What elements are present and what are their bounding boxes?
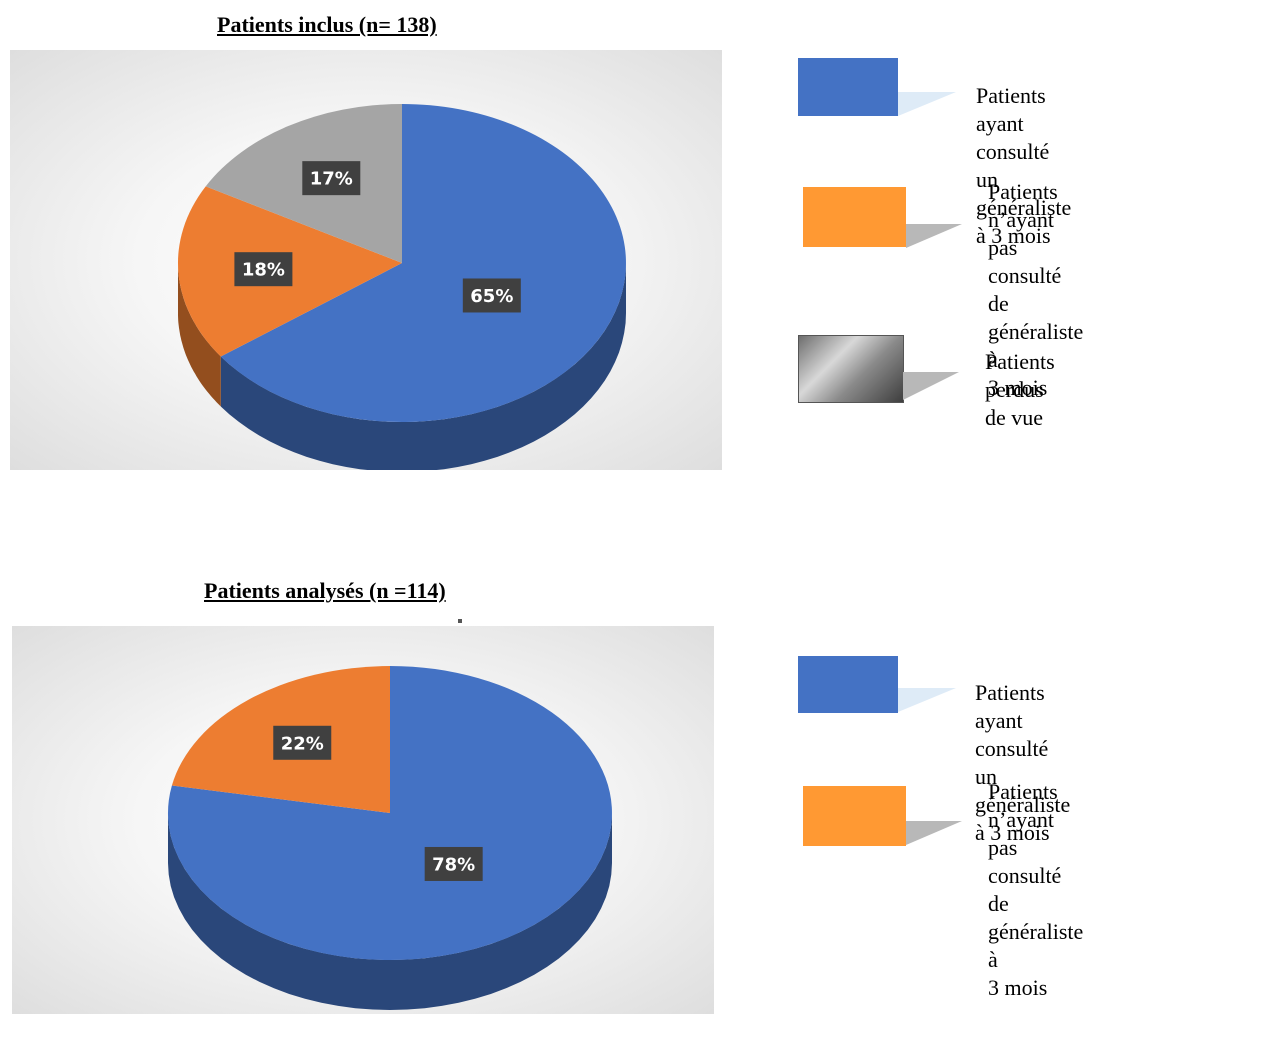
data-label-box [273,725,332,760]
data-label-box [462,278,521,313]
pie-side-2 [178,263,221,407]
legend-swatch-blue [798,58,898,116]
pie-slice-1 [167,666,612,960]
pie-slice-1 [220,104,626,422]
chart-2-plot-area: 78% 22% [12,626,714,1014]
legend-swatch-orange [803,187,906,247]
legend-label: Patients n’ayant pas consulté de général… [988,779,1084,1000]
data-label: 22% [281,733,324,754]
data-label: 78% [432,854,475,875]
pie-side-1 [168,813,612,1010]
chart-1-title: Patients inclus (n= 138) [217,12,437,37]
stray-mark [458,619,462,623]
chart-1-plot-area: 65% 18% 17% [10,50,722,470]
legend-pointer [898,92,956,116]
data-label-box [234,252,293,287]
data-label: 65% [470,286,513,307]
legend-pointer [903,372,959,400]
chart-2-title: Patients analysés (n =114) [204,578,446,603]
legend-swatch-orange [803,786,906,846]
legend-pointer [906,821,962,845]
data-label-box [424,846,483,881]
data-label: 17% [310,169,353,190]
pie-side-1 [220,263,626,470]
legend-label: Patients n’ayant pas consulté de général… [988,179,1084,400]
legend-label: Patients ayant consulté un généraliste à… [975,680,1071,845]
legend-label: Patients ayant consulté un généraliste à… [976,83,1072,248]
data-label: 18% [242,260,285,281]
legend-pointer [898,688,956,712]
legend-swatch-gray [798,335,904,403]
chart-2-pie: 78% 22% [167,666,612,1010]
legend-pointer [906,224,962,248]
data-label-box [302,161,361,196]
legend-swatch-blue [798,656,898,713]
legend-label: Patients perdus de vue [985,349,1055,430]
chart-1-pie: 65% 18% 17% [177,103,626,470]
